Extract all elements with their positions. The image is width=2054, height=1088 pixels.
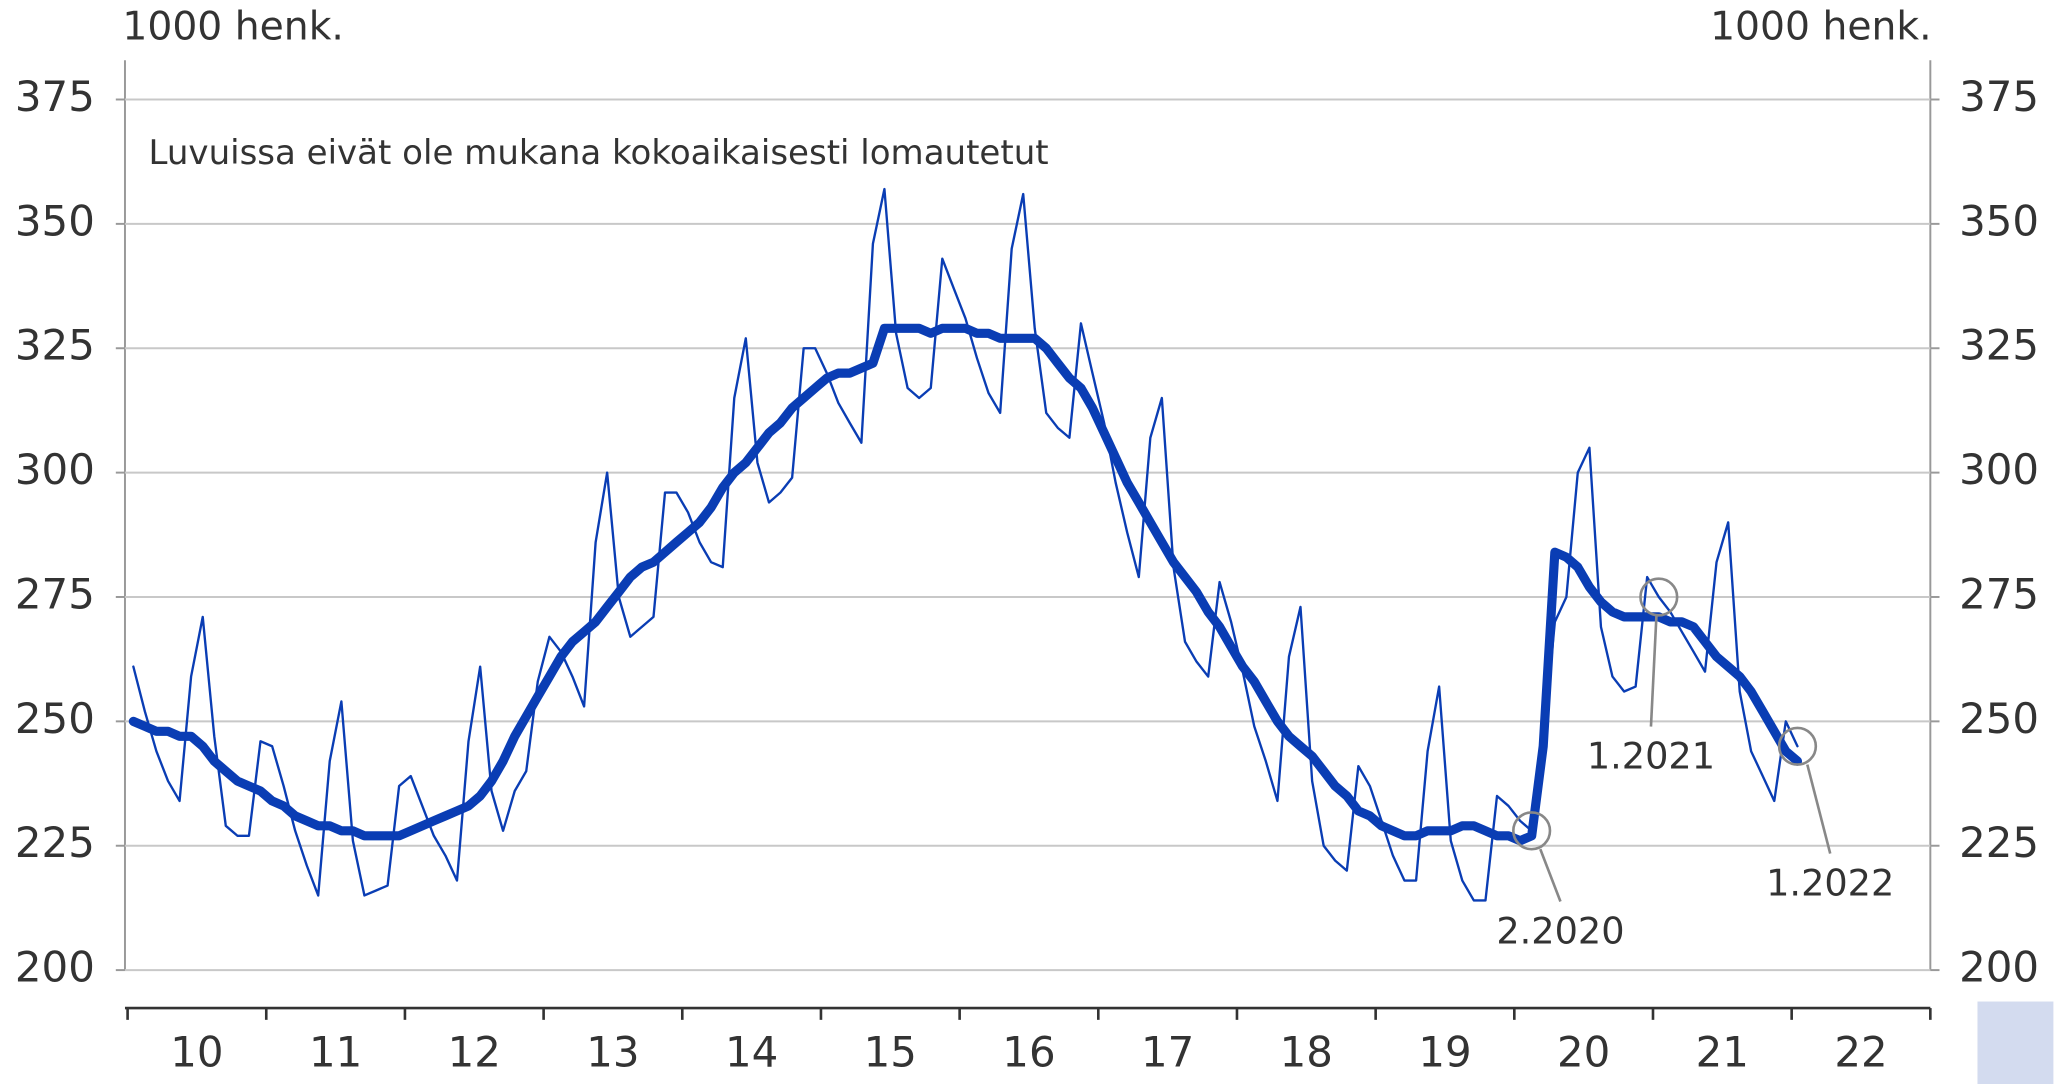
series-line (128, 323, 1803, 846)
x-tick-label: 17 (1141, 1028, 1194, 1077)
annotation-circle (1512, 811, 1552, 851)
x-tick-label: 15 (864, 1028, 917, 1077)
x-tick-label: 18 (1280, 1028, 1333, 1077)
y-axis-label: 1000 henk. (122, 4, 344, 49)
y2-tick-label: 200 (1959, 943, 2039, 992)
annotation-label: 1.2021 (1587, 735, 1715, 778)
y2-tick-label: 300 (1959, 445, 2039, 494)
y-tick-label: 325 (15, 321, 95, 370)
y2-tick-label: 275 (1959, 569, 2039, 618)
y-tick-label: 375 (15, 72, 95, 121)
corner-box (1977, 1001, 2054, 1084)
y-tick-label: 275 (15, 569, 95, 618)
annotation-circle (1777, 726, 1818, 766)
annotation-circle (1639, 577, 1679, 617)
x-tick-label: 12 (448, 1028, 501, 1077)
x-tick-label: 11 (309, 1028, 362, 1077)
y2-tick-label: 225 (1959, 818, 2039, 867)
y-tick-label: 200 (15, 943, 95, 992)
x-tick-label: 16 (1002, 1028, 1055, 1077)
y-tick-label: 350 (15, 196, 95, 245)
y2-tick-label: 375 (1959, 72, 2039, 121)
x-tick-label: 22 (1834, 1028, 1887, 1077)
y-tick-label: 250 (15, 694, 95, 743)
annotation-label: 1.2022 (1766, 862, 1894, 905)
y-tick-label: 300 (15, 445, 95, 494)
series-line (132, 187, 1799, 902)
y2-tick-label: 250 (1959, 694, 2039, 743)
y2-axis-label: 1000 henk. (1710, 4, 1932, 49)
x-tick-label: 20 (1557, 1028, 1610, 1077)
x-tick-label: 10 (170, 1028, 223, 1077)
y-tick-label: 225 (15, 818, 95, 867)
x-tick-label: 19 (1418, 1028, 1471, 1077)
x-tick-label: 13 (586, 1028, 639, 1077)
y2-tick-label: 350 (1959, 196, 2039, 245)
y2-tick-label: 325 (1959, 321, 2039, 370)
annotation-leader (1649, 615, 1658, 727)
x-tick-label: 21 (1696, 1028, 1749, 1077)
annotation-label: 2.2020 (1496, 909, 1624, 952)
x-tick-label: 14 (725, 1028, 778, 1077)
annotation-leader (1539, 848, 1562, 902)
note: Luvuissa eivät ole mukana kokoaikaisesti… (149, 133, 1049, 173)
annotation-leader (1806, 764, 1832, 854)
